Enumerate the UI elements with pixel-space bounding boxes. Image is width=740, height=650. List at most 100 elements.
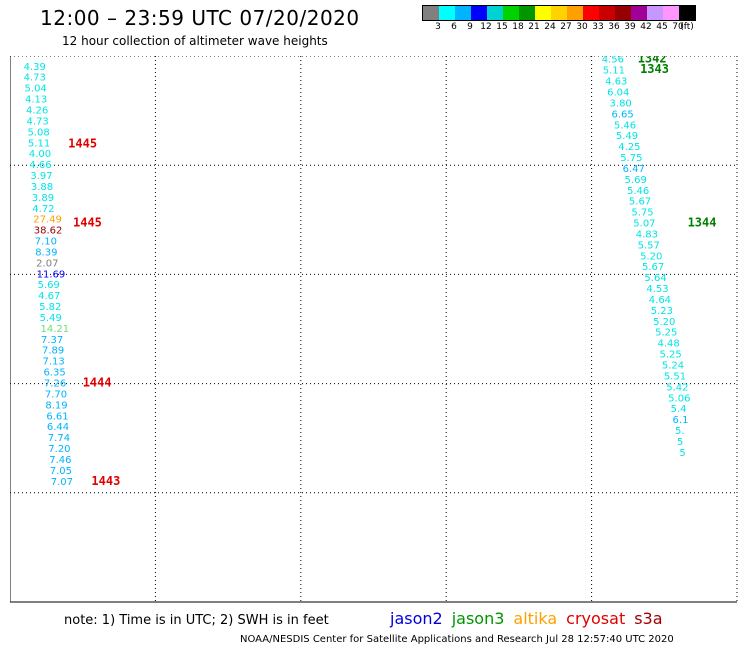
wave-height-value: 5.06 [668, 393, 690, 404]
wave-height-value: 4.64 [649, 295, 671, 306]
wave-height-value: 5.75 [631, 208, 653, 219]
wave-height-value: 5.42 [666, 382, 688, 393]
wave-height-value: 2.07 [36, 258, 58, 269]
wave-height-value: 5.49 [616, 131, 638, 142]
mission-label-cryosat: cryosat [566, 609, 626, 628]
wave-height-value: 4.73 [24, 73, 46, 84]
wave-height-value: 3.97 [30, 171, 52, 182]
wave-height-value: 5.82 [39, 302, 61, 313]
color-swatch [439, 6, 455, 20]
wave-height-value: 4.26 [26, 106, 48, 117]
mission-label-jason3: jason3 [451, 609, 505, 628]
color-swatch [647, 6, 663, 20]
wave-height-value: 27.49 [33, 215, 62, 226]
wave-height-value: 5.46 [614, 120, 636, 131]
color-scale-label: 12 [480, 22, 492, 32]
wave-height-value: 5.75 [620, 153, 642, 164]
wave-height-value: 4.67 [38, 291, 60, 302]
wave-height-value: 4.72 [32, 204, 54, 215]
wave-height-value: 5.11 [28, 138, 50, 149]
wave-height-value: 6.47 [623, 164, 645, 175]
pass-time-label: 1445 [68, 136, 97, 150]
wave-height-value: 5.20 [653, 317, 675, 328]
wave-height-value: 4.73 [26, 116, 48, 127]
color-scale-label: 15 [496, 22, 508, 32]
mission-label-jason2: jason2 [390, 609, 443, 628]
footnote: note: 1) Time is in UTC; 2) SWH is in fe… [64, 613, 329, 628]
wave-height-value: 5.23 [651, 306, 673, 317]
color-scale-label: 3 [435, 22, 441, 32]
color-scale-label: 21 [528, 22, 540, 32]
color-swatch [471, 6, 487, 20]
pass-time-label: 1344 [688, 216, 717, 230]
color-scale-label: 30 [576, 22, 588, 32]
wave-height-value: 7.74 [48, 433, 70, 444]
wave-height-value: 7.07 [51, 477, 73, 488]
wave-height-value: 7.13 [42, 357, 64, 368]
wave-height-value: 14.21 [41, 324, 70, 335]
plot-canvas: 0246810-45-42-39-36-33-304.394.735.044.1… [10, 56, 738, 603]
color-swatch [679, 6, 695, 20]
color-swatch [583, 6, 599, 20]
color-scale-swatches [422, 5, 696, 21]
color-scale-legend: 3 6 9 12 15 18 21 24 27 30 33 36 39 42 45 70 (ft) [422, 5, 696, 35]
wave-height-value: 7.37 [41, 335, 63, 346]
wave-height-value: 6.44 [47, 422, 69, 433]
wave-height-value: 5. [675, 426, 685, 437]
pass-time-label: 1445 [73, 216, 102, 230]
map-title: 12:00 – 23:59 UTC 07/20/2020 [40, 6, 360, 30]
wave-height-value: 5.67 [629, 197, 651, 208]
color-swatch [551, 6, 567, 20]
wave-height-value: 6.04 [607, 87, 629, 98]
color-scale-label: 36 [608, 22, 620, 32]
wave-height-value: 3.88 [31, 182, 53, 193]
color-swatch [599, 6, 615, 20]
mission-label-altika: altika [513, 609, 558, 628]
wave-height-value: 7.89 [42, 346, 64, 357]
color-swatch [455, 6, 471, 20]
mission-legend: jason2 jason3 altika cryosat s3a [390, 609, 672, 628]
wave-height-value: 4.83 [636, 229, 658, 240]
color-swatch [423, 6, 439, 20]
wave-height-value: 6.35 [43, 368, 65, 379]
wave-height-value: 38.62 [34, 226, 63, 237]
wave-height-value: 5.20 [640, 251, 662, 262]
wave-height-value: 5.46 [627, 186, 649, 197]
color-scale-label: 24 [544, 22, 556, 32]
wave-height-value: 5 [679, 448, 685, 459]
credit-line: NOAA/NESDIS Center for Satellite Applica… [240, 634, 674, 645]
wave-height-value: 5.25 [659, 350, 681, 361]
wave-height-value: 5.08 [27, 127, 49, 138]
wave-height-value: 5.57 [638, 240, 660, 251]
wave-height-value: 5.4 [671, 404, 687, 415]
wave-height-value: 5.64 [644, 273, 666, 284]
wave-height-value: 7.46 [49, 455, 71, 466]
wave-height-value: 7.26 [44, 379, 66, 390]
wave-height-value: 4.63 [605, 77, 627, 88]
wave-height-value: 4.13 [25, 95, 47, 106]
color-swatch [503, 6, 519, 20]
wave-height-value: 3.80 [610, 98, 632, 109]
wave-height-value: 4.00 [29, 149, 51, 160]
wave-height-value: 5.67 [642, 262, 664, 273]
color-scale-label: 9 [467, 22, 473, 32]
altimeter-plot: 0246810-45-42-39-36-33-304.394.735.044.1… [10, 56, 738, 604]
wave-height-value: 7.05 [50, 466, 72, 477]
wave-height-value: 8.19 [45, 400, 67, 411]
wave-height-value: 4.39 [24, 62, 46, 73]
wave-height-value: 5.25 [655, 328, 677, 339]
map-subtitle: 12 hour collection of altimeter wave hei… [62, 34, 328, 48]
color-swatch [567, 6, 583, 20]
color-swatch [535, 6, 551, 20]
wave-height-value: 7.70 [45, 389, 67, 400]
color-swatch [519, 6, 535, 20]
color-scale-label: 42 [640, 22, 652, 32]
color-swatch [615, 6, 631, 20]
wave-height-value: 5.24 [662, 360, 684, 371]
wave-height-value: 6.61 [46, 411, 68, 422]
wave-height-value: 5 [677, 437, 683, 448]
wave-height-value: 4.25 [618, 142, 640, 153]
color-scale-label: (ft) [680, 22, 694, 32]
wave-height-value: 4.53 [646, 284, 668, 295]
color-scale-labels: 3 6 9 12 15 18 21 24 27 30 33 36 39 42 45 70 (ft) [422, 21, 694, 35]
